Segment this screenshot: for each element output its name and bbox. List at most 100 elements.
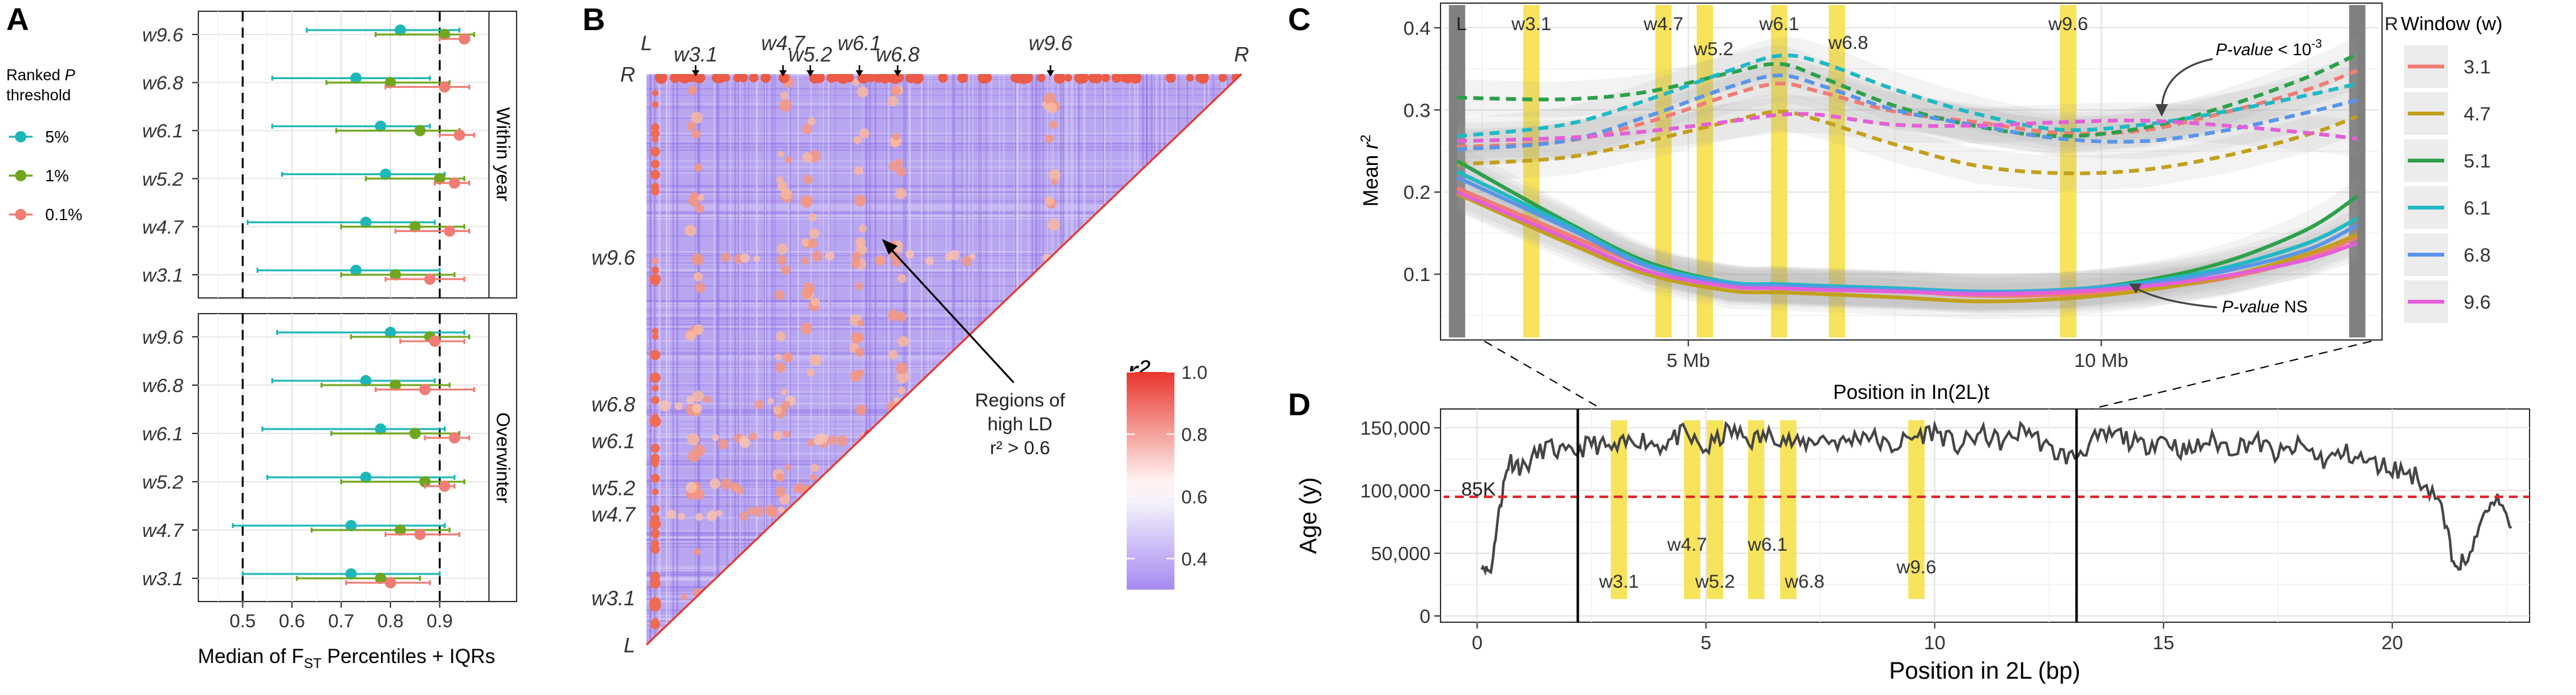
- ld-high-cell: [854, 194, 866, 207]
- ld-high-cell: [795, 483, 805, 494]
- ld-high-cell: [651, 458, 660, 467]
- median-point: [419, 476, 431, 487]
- ld-high-cell: [650, 169, 660, 180]
- ld-high-cell: [857, 319, 864, 326]
- annotation-ns-arrowhead: [2129, 284, 2142, 294]
- ld-high-cell: [1043, 319, 1052, 328]
- ld-high-cell: [1042, 292, 1055, 305]
- panel-d-window-labels: w3.1 w4.7 w5.2 w6.1 w6.8 w9.6: [1599, 534, 1936, 592]
- ld-high-cell: [773, 405, 782, 415]
- ld-high-cell: [652, 488, 659, 496]
- window-band: [1828, 5, 1845, 337]
- ld-high-cell: [981, 598, 988, 605]
- median-point: [389, 379, 401, 391]
- ld-side-label: w9.6: [591, 246, 635, 269]
- x-tick-label: 0.7: [328, 611, 355, 632]
- panel-c-lines: [1456, 52, 2359, 304]
- ld-high-cell: [807, 438, 815, 447]
- ld-high-cell: [803, 174, 813, 184]
- ld-high-cell: [688, 85, 697, 95]
- y-tick-label: w3.1: [142, 264, 183, 286]
- ld-high-cell: [836, 435, 848, 447]
- ld-high-cell: [774, 566, 784, 576]
- ld-high-cell: [781, 519, 792, 531]
- ld-high-cell: [1044, 135, 1053, 144]
- ld-high-cell: [1079, 439, 1088, 448]
- ld-high-cell: [875, 440, 884, 448]
- ld-high-cell: [939, 596, 947, 603]
- ld-high-cell: [781, 265, 791, 275]
- ld-high-cell: [1048, 332, 1057, 342]
- window-band: [1655, 5, 1672, 337]
- ld-high-cell: [776, 520, 785, 529]
- ld-side-label: w4.7: [591, 502, 636, 526]
- ld-high-cell: [652, 333, 659, 340]
- ld-high-cell: [969, 253, 976, 260]
- ld-top-arrowhead: [856, 70, 864, 77]
- ld-high-cell: [858, 225, 867, 233]
- panel-d-y-axis-title: Age (y): [1296, 477, 1322, 554]
- ld-high-cell: [957, 74, 969, 83]
- window-band: [2060, 5, 2076, 337]
- ld-high-cell: [1081, 595, 1090, 603]
- ld-high-cell: [685, 482, 697, 493]
- ld-high-cell: [837, 506, 847, 516]
- panel-d-window-bands: [1611, 420, 1925, 599]
- ld-high-cell: [939, 589, 948, 598]
- ld-high-cell: [670, 74, 681, 83]
- legend-01pct-dot: [15, 209, 26, 220]
- ld-high-cell: [721, 252, 731, 262]
- ld-high-cell: [958, 398, 967, 406]
- window-band: [1523, 5, 1540, 337]
- ld-high-cell: [866, 438, 873, 445]
- ld-high-cell: [877, 435, 888, 446]
- ld-high-cell: [1226, 255, 1237, 265]
- ld-high-cell: [896, 416, 909, 428]
- ld-high-cell: [1085, 512, 1092, 520]
- ld-high-cell: [876, 431, 888, 442]
- y-tick-label: 100,000: [1360, 480, 1430, 502]
- median-point: [345, 568, 357, 580]
- ld-high-cell: [804, 536, 816, 548]
- ld-high-cell: [659, 400, 670, 412]
- legend-01pct-label: 0.1%: [45, 205, 82, 224]
- ld-high-cell: [925, 257, 934, 266]
- ld-high-cell: [1003, 485, 1013, 496]
- ld-high-cell: [911, 74, 924, 84]
- ld-high-cell: [888, 422, 898, 432]
- panel-c-legend-title: Window (w): [2401, 13, 2503, 34]
- ld-high-cell: [667, 509, 677, 519]
- ld-high-cell: [739, 511, 749, 521]
- ld-high-cell: [740, 253, 750, 263]
- ld-high-cell: [779, 99, 792, 112]
- x-tick-label: 0.8: [377, 611, 404, 632]
- window-band: [1908, 420, 1925, 599]
- ld-high-cell: [651, 539, 660, 548]
- colorbar-tick-label: 0.4: [1181, 549, 1208, 570]
- colorbar-ticks: 1.0 0.8 0.6 0.4: [1127, 363, 1208, 570]
- ld-high-cell: [805, 625, 812, 634]
- ld-high-cell: [687, 609, 694, 617]
- panel-c-plot-area: [1440, 3, 2383, 341]
- ld-top-arrowhead: [692, 70, 700, 77]
- ld-high-cell: [801, 238, 810, 247]
- ld-high-cell: [856, 404, 867, 416]
- ld-high-cell: [806, 529, 813, 536]
- ld-high-cell: [1217, 400, 1225, 408]
- ld-high-cell: [871, 445, 880, 454]
- ld-high-cell: [1043, 366, 1050, 373]
- ld-high-cell: [1218, 592, 1227, 602]
- ld-high-cell: [813, 434, 824, 445]
- annotation-significant-arrow: [2160, 58, 2213, 110]
- ld-high-cell: [652, 327, 659, 334]
- median-point: [429, 336, 441, 347]
- ld-high-cell: [802, 124, 813, 134]
- median-point: [449, 177, 461, 189]
- y-tick-label: w4.7: [142, 216, 185, 238]
- ld-high-cell: [888, 74, 897, 82]
- legend-1pct-label: 1%: [45, 166, 69, 185]
- ld-high-cell: [913, 432, 924, 442]
- ld-high-cell: [876, 441, 883, 449]
- series-line-5-1: [1457, 52, 2358, 139]
- confidence-ribbon: [1457, 36, 2358, 154]
